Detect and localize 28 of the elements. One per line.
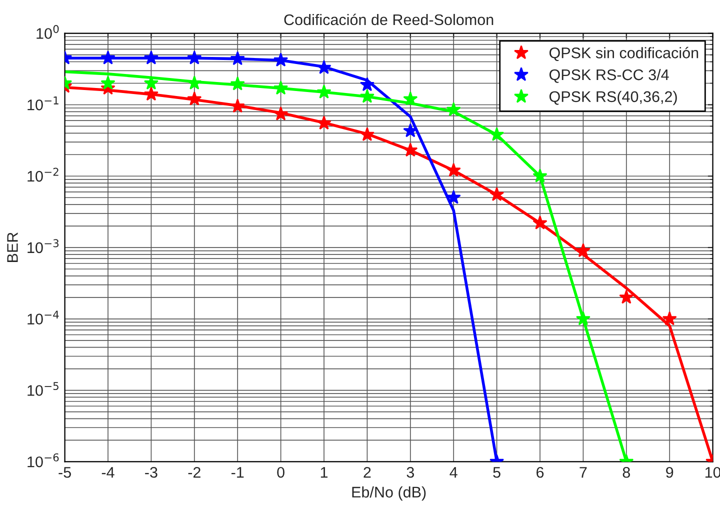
x-tick-label: -1 [231, 467, 244, 478]
legend-label: QPSK RS(40,36,2) [549, 90, 677, 106]
x-tick-label: 7 [580, 467, 587, 478]
legend-label: QPSK RS-CC 3/4 [549, 68, 669, 83]
x-tick-label: -4 [102, 467, 114, 478]
x-tick-label: 3 [406, 466, 414, 478]
x-tick-label: 5 [493, 467, 500, 478]
y-axis-title: BER [7, 232, 18, 262]
x-axis-title: Eb/No (dB) [352, 486, 426, 501]
y-tick-label: 10$^{−1}$ [28, 96, 58, 110]
x-tick-label: 1 [320, 467, 328, 478]
chart-title: Codificación de Reed-Solomon [284, 14, 494, 26]
y-tick-label: 10$^{−4}$ [28, 310, 59, 324]
x-tick-label: 9 [666, 466, 674, 478]
y-tick-label: 10$^{−6}$ [28, 453, 59, 468]
x-tick-label: 8 [622, 466, 630, 478]
x-tick-label: 0 [277, 466, 284, 478]
y-tick-label: 10$^{−5}$ [28, 382, 58, 396]
x-tick-label: 6 [536, 466, 544, 478]
x-tick-label: -3 [145, 466, 158, 478]
legend-label: QPSK sin codificación [549, 46, 698, 62]
x-tick-label: 4 [450, 467, 458, 478]
x-tick-label: 2 [364, 466, 371, 478]
x-tick-label: -2 [188, 466, 200, 478]
y-tick-label: 10$^{0}$ [36, 24, 59, 39]
y-tick-label: 10$^{−2}$ [28, 168, 58, 182]
x-tick-label: -5 [58, 467, 71, 478]
y-tick-label: 10$^{−3}$ [28, 239, 59, 254]
